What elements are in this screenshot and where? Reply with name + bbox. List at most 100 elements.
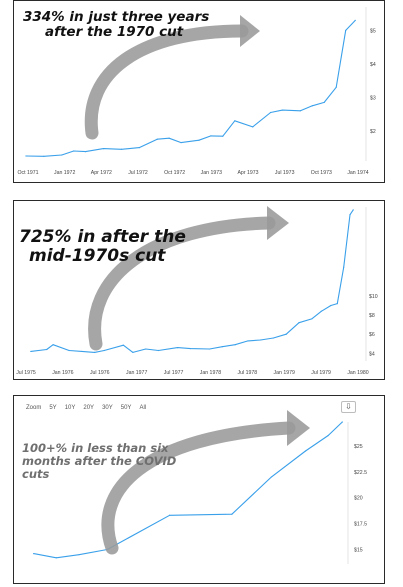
data-point-1970-5 bbox=[102, 148, 105, 150]
data-point-mid1970s-25 bbox=[343, 266, 345, 268]
data-point-mid1970s-6 bbox=[103, 349, 105, 352]
zoom-all-button[interactable]: All bbox=[139, 405, 147, 411]
headline-1970-line-1: 334% in just three years bbox=[23, 9, 210, 25]
chart-svg-mid1970s: $4 $6 $8 $10 Jul 1975 Jan 1976 Jul 1976 Jan 197… bbox=[16, 206, 378, 376]
data-point-1970-21 bbox=[335, 86, 337, 88]
y-tick-label-covid-3: $22.5 bbox=[354, 470, 367, 476]
x-tick-label-1970-1: Jan 1972 bbox=[54, 170, 75, 176]
data-point-covid-4 bbox=[168, 514, 171, 516]
data-point-mid1970s-12 bbox=[189, 347, 192, 350]
y-tick-label-covid-1: $17.5 bbox=[354, 522, 367, 528]
x-tick-label-1970-7: Jul 1973 bbox=[275, 170, 295, 176]
zoom-label: Zoom bbox=[26, 405, 42, 411]
x-tick-label-1970-5: Jan 1973 bbox=[201, 170, 222, 176]
data-point-covid-2 bbox=[78, 554, 80, 556]
data-point-covid-5 bbox=[231, 513, 233, 515]
chart-svg-covid: $15 $17.5 $20 $22.5 $25 bbox=[33, 410, 367, 564]
y-tick-label-covid-2: $20 bbox=[354, 496, 363, 502]
x-tick-label-mid1970s-6: Jul 1978 bbox=[238, 370, 258, 376]
zoom-10y-button[interactable]: 10Y bbox=[64, 405, 76, 411]
data-point-mid1970s-1 bbox=[46, 348, 48, 351]
data-point-mid1970s-19 bbox=[285, 333, 287, 335]
data-point-mid1970s-11 bbox=[177, 347, 179, 349]
data-point-mid1970s-13 bbox=[208, 348, 211, 350]
series-line-1970 bbox=[25, 20, 356, 157]
y-tick-label-mid1970s-0: $4 bbox=[369, 351, 375, 357]
y-tick-label-covid-4: $25 bbox=[354, 444, 363, 450]
data-point-1970-6 bbox=[120, 148, 123, 150]
data-point-mid1970s-23 bbox=[330, 304, 332, 307]
data-point-mid1970s-0 bbox=[30, 350, 32, 353]
data-point-1970-7 bbox=[138, 147, 140, 149]
data-point-covid-9 bbox=[341, 421, 343, 423]
zoom-5y-button[interactable]: 5Y bbox=[49, 405, 57, 411]
zoom-20y-button[interactable]: 20Y bbox=[83, 405, 95, 411]
x-tick-label-1970-9: Jan 1974 bbox=[347, 170, 368, 176]
data-point-mid1970s-8 bbox=[132, 351, 134, 353]
headline-covid-line-1: 100+% in less than six bbox=[22, 441, 169, 455]
zoom-50y-button[interactable]: 50Y bbox=[120, 405, 132, 411]
data-point-mid1970s-16 bbox=[247, 340, 249, 342]
x-tick-label-mid1970s-1: Jan 1976 bbox=[52, 370, 73, 376]
y-tick-label-covid-0: $15 bbox=[354, 547, 363, 553]
zoom-bar: Zoom 5Y 10Y 20Y 30Y 50Y All bbox=[26, 405, 146, 411]
trend-arrow-head-1970 bbox=[240, 15, 260, 47]
data-point-1970-8 bbox=[156, 138, 158, 140]
data-point-mid1970s-26 bbox=[349, 214, 351, 216]
x-tick-label-1970-6: Apr 1973 bbox=[237, 170, 258, 176]
data-point-mid1970s-21 bbox=[311, 318, 313, 320]
data-point-1970-18 bbox=[299, 110, 301, 112]
x-tick-label-mid1970s-9: Jan 1980 bbox=[347, 370, 368, 376]
data-point-1970-3 bbox=[73, 150, 75, 152]
data-point-mid1970s-14 bbox=[221, 346, 223, 348]
headline-1970-line-2: after the 1970 cut bbox=[45, 24, 184, 41]
data-point-mid1970s-4 bbox=[81, 350, 83, 353]
y-tick-label-1970-1: $3 bbox=[370, 95, 376, 101]
x-tick-label-mid1970s-7: Jan 1979 bbox=[274, 370, 295, 376]
trend-arrow-body-mid1970s bbox=[88, 216, 276, 351]
chart-panel-covid: $15 $17.5 $20 $22.5 $25 100+% in less than s… bbox=[13, 395, 385, 584]
data-point-mid1970s-24 bbox=[336, 303, 338, 305]
data-point-mid1970s-7 bbox=[122, 344, 124, 346]
zoom-30y-button[interactable]: 30Y bbox=[102, 405, 113, 411]
x-tick-label-1970-3: Jul 1972 bbox=[128, 170, 148, 176]
y-tick-label-1970-2: $4 bbox=[370, 62, 376, 68]
data-point-1970-22 bbox=[345, 29, 347, 32]
data-point-1970-13 bbox=[222, 135, 224, 137]
data-point-mid1970s-27 bbox=[352, 209, 354, 211]
data-point-mid1970s-3 bbox=[68, 349, 70, 352]
y-tick-label-mid1970s-2: $8 bbox=[369, 313, 375, 319]
chart-panel-mid1970s: $4 $6 $8 $10 Jul 1975 Jan 1976 Jul 1976 Jan 197… bbox=[13, 200, 385, 380]
x-tick-label-mid1970s-8: Jul 1979 bbox=[311, 370, 331, 376]
y-tick-label-1970-3: $5 bbox=[370, 28, 376, 34]
x-tick-label-mid1970s-3: Jan 1977 bbox=[126, 370, 147, 376]
x-tick-label-mid1970s-2: Jul 1976 bbox=[90, 370, 110, 376]
data-point-mid1970s-5 bbox=[94, 351, 96, 353]
data-point-1970-11 bbox=[198, 139, 200, 141]
data-point-mid1970s-17 bbox=[260, 339, 262, 341]
series-line-covid bbox=[33, 421, 343, 559]
chart-svg-1970: $2 $3 $4 $5 Oct 1971 Jan 1972 Apr 1972 Jul 1972… bbox=[17, 7, 376, 176]
data-point-1970-12 bbox=[210, 135, 212, 137]
data-point-1970-2 bbox=[61, 154, 63, 156]
data-point-covid-8 bbox=[327, 434, 329, 437]
data-point-1970-20 bbox=[323, 101, 325, 104]
data-point-covid-1 bbox=[55, 557, 57, 559]
trend-arrow-head-mid1970s bbox=[267, 206, 289, 240]
download-icon[interactable]: ⇩ bbox=[341, 401, 356, 413]
data-point-mid1970s-18 bbox=[272, 337, 275, 339]
x-tick-label-mid1970s-5: Jan 1978 bbox=[200, 370, 221, 376]
data-point-mid1970s-2 bbox=[52, 344, 54, 346]
data-point-1970-14 bbox=[234, 120, 236, 122]
series-line-mid1970s bbox=[30, 209, 354, 353]
data-point-1970-16 bbox=[269, 111, 272, 114]
data-point-1970-19 bbox=[311, 105, 313, 107]
data-point-covid-0 bbox=[33, 553, 35, 555]
x-tick-label-1970-8: Oct 1973 bbox=[311, 170, 332, 176]
data-point-mid1970s-20 bbox=[298, 322, 300, 324]
data-point-1970-23 bbox=[354, 19, 356, 21]
headline-covid: 100+% in less than six months after the … bbox=[22, 442, 176, 481]
headline-mid1970s: 725% in after the mid-1970s cut bbox=[19, 227, 186, 266]
x-tick-label-1970-4: Oct 1972 bbox=[164, 170, 185, 176]
data-point-1970-15 bbox=[252, 126, 254, 128]
